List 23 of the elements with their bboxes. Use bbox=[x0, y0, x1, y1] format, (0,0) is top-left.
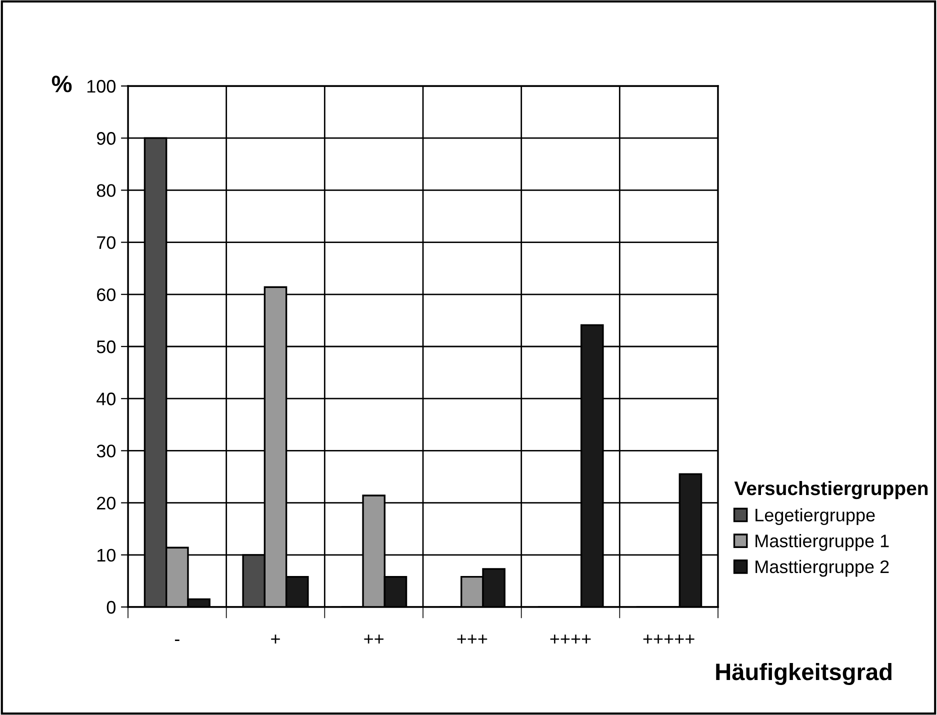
y-axis-title: % bbox=[52, 76, 72, 92]
legend-label: Legetiergruppe bbox=[756, 508, 875, 526]
y-tick-label: 40 bbox=[96, 392, 116, 406]
legend-title: Versuchstiergruppen bbox=[734, 480, 928, 500]
y-tick-label: 0 bbox=[106, 600, 116, 614]
y-tick-label: 100 bbox=[87, 80, 116, 93]
x-tick-label: +++++ bbox=[643, 634, 694, 644]
y-tick-label: 60 bbox=[97, 288, 116, 302]
x-tick-label: +++ bbox=[457, 634, 488, 644]
y-tick-label: 90 bbox=[96, 132, 116, 145]
y-tick-label: 80 bbox=[96, 184, 116, 197]
x-tick-label: - bbox=[174, 640, 180, 641]
x-axis-title: Häufigkeitsgrad bbox=[716, 662, 892, 686]
x-tick-label: + bbox=[271, 634, 280, 644]
legend-label: Masttiergruppe 2 bbox=[756, 560, 889, 577]
y-tick-label: 50 bbox=[96, 340, 116, 354]
x-tick-label: ++++ bbox=[550, 634, 591, 644]
legend-label: Masttiergruppe 1 bbox=[756, 534, 889, 551]
y-tick-label: 70 bbox=[97, 236, 116, 250]
y-tick-label: 30 bbox=[96, 444, 116, 458]
x-tick-label: ++ bbox=[364, 634, 384, 644]
y-tick-label: 20 bbox=[97, 496, 116, 510]
y-tick-label: 10 bbox=[97, 548, 116, 562]
